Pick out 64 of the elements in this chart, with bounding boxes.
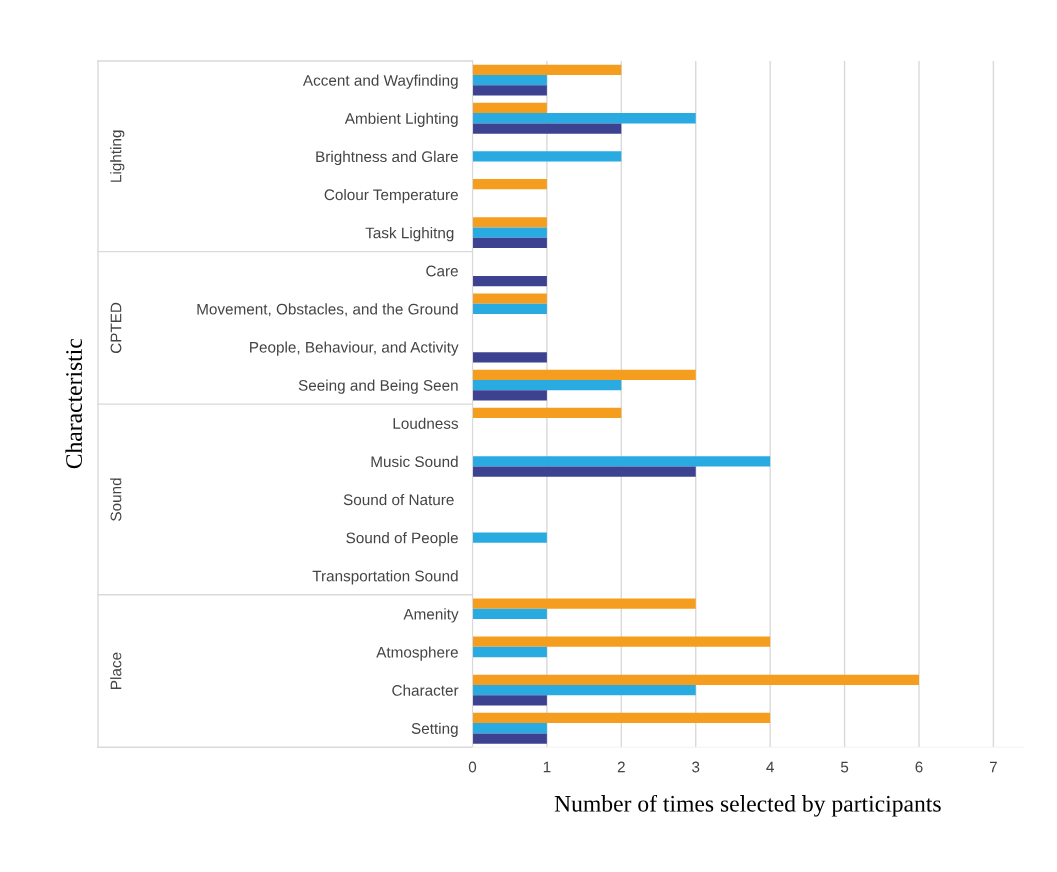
x-tick-label: 0	[468, 761, 477, 773]
bar	[472, 407, 622, 419]
y-tick-label: Colour Temperature	[324, 188, 458, 204]
y-tick-label: Care	[426, 265, 458, 277]
bar	[472, 695, 547, 706]
y-tick-label: Ambient Lighting	[344, 112, 458, 127]
y-tick-label: Music Sound	[371, 455, 458, 468]
bar	[472, 217, 547, 228]
bar	[472, 179, 547, 190]
bar	[472, 636, 771, 647]
bar	[472, 102, 547, 114]
text: CPTED	[110, 302, 122, 354]
y-tick-label: Movement, Obstacles, and the Ground	[197, 303, 458, 317]
bar	[472, 733, 547, 744]
bar	[472, 227, 547, 238]
bar	[472, 352, 547, 363]
y-tick-label: Accent and Wayfinding	[302, 74, 458, 89]
y-tick-label: Seeing and Being Seen	[298, 379, 458, 394]
y-tick-label: Brightness and Glare	[316, 150, 458, 166]
bar	[472, 64, 622, 75]
bar	[472, 123, 622, 134]
text: Lighting	[110, 130, 125, 182]
y-tick-label: People, Behaviour, and Activity	[250, 341, 459, 356]
y-tick-label: Sound of People	[346, 532, 458, 547]
y-tick-label: Sound of Nature	[343, 493, 454, 506]
x-tick-label: 1	[543, 761, 551, 773]
x-tick-label: 4	[766, 761, 774, 773]
bar	[472, 598, 696, 609]
x-tick-label: 5	[840, 761, 849, 773]
bar	[472, 466, 696, 477]
bar	[472, 712, 771, 724]
bar	[472, 85, 547, 96]
y-tick-label: Atmosphere	[376, 646, 458, 661]
bar	[472, 532, 547, 543]
bar	[472, 151, 622, 162]
bar	[472, 369, 696, 380]
bar	[472, 723, 547, 734]
x-tick-label: 7	[989, 761, 997, 773]
bar	[472, 646, 547, 658]
bar	[472, 456, 771, 467]
y-tick-label: Task Lighitng	[365, 227, 454, 242]
y-tick-label: Amenity	[403, 608, 459, 623]
bar	[472, 237, 547, 249]
x-tick-label: 6	[915, 761, 923, 773]
bar	[472, 608, 547, 620]
y-tick-label: Loudness	[393, 417, 459, 429]
bar	[472, 303, 547, 314]
y-axis-title: Characteristic	[65, 338, 83, 469]
bar	[472, 293, 547, 304]
x-tick-label: 2	[617, 761, 625, 773]
bar	[472, 74, 547, 86]
bar	[472, 390, 547, 401]
bar	[472, 684, 696, 696]
x-tick-label: 3	[692, 761, 700, 773]
bar	[472, 113, 696, 124]
text: Place	[110, 652, 122, 689]
text: Sound	[110, 478, 122, 521]
x-axis-title: Number of times selected by participants	[554, 794, 941, 817]
bar	[472, 674, 919, 685]
y-tick-label: Character	[392, 684, 459, 696]
y-tick-label: Transportation Sound	[312, 570, 458, 585]
bar	[472, 379, 622, 391]
bar	[472, 275, 547, 287]
y-tick-label: Setting	[411, 722, 458, 737]
